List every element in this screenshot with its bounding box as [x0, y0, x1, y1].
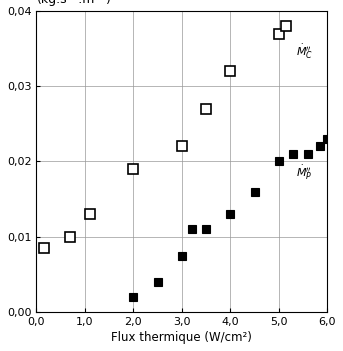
- Text: $\dot{M}_P^{\prime\prime}$: $\dot{M}_P^{\prime\prime}$: [296, 164, 312, 182]
- X-axis label: Flux thermique (W/cm²): Flux thermique (W/cm²): [111, 331, 252, 344]
- Text: $\dot{M}_C^{\prime\prime}$: $\dot{M}_C^{\prime\prime}$: [296, 43, 313, 61]
- Text: Flux massiques
(kg.s⁻¹.m⁻²): Flux massiques (kg.s⁻¹.m⁻²): [36, 0, 133, 6]
